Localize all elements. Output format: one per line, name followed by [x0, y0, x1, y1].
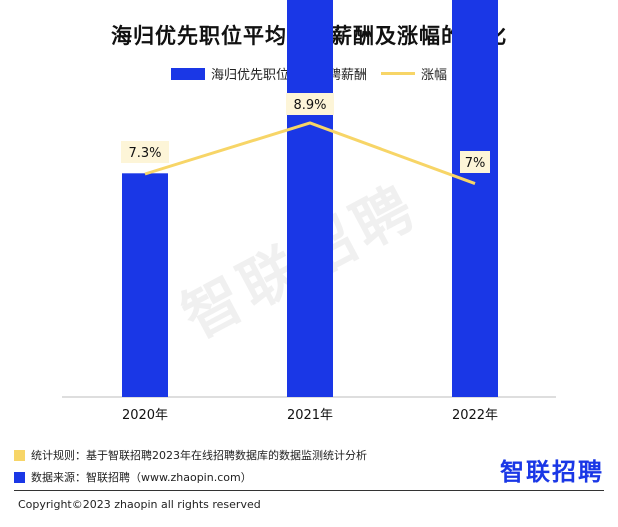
copyright: Copyright©2023 zhaopin all rights reserv…	[18, 498, 261, 511]
x-tick-label: 2022年	[452, 408, 498, 423]
x-tick-label: 2020年	[122, 408, 168, 423]
divider	[14, 490, 604, 491]
brand-logo: 智联招聘	[500, 458, 604, 486]
footnote-method-text: 统计规则：基于智联招聘2023年在线招聘数据库的数据监测统计分析	[31, 449, 367, 462]
legend-swatch-salary	[170, 67, 205, 80]
chart-plot: 1259213719146802020年2021年2022年7.3%8.9%7%	[62, 0, 556, 423]
growth-label-box	[121, 141, 169, 163]
footnote-method-swatch	[14, 449, 25, 461]
footnote-method: 统计规则：基于智联招聘2023年在线招聘数据库的数据监测统计分析	[14, 444, 367, 466]
footnote-source: 数据来源：智联招聘（www.zhaopin.com）	[14, 466, 367, 488]
growth-label: 7.3%	[128, 146, 161, 161]
bar-2020年	[122, 173, 168, 397]
growth-label-box	[460, 151, 490, 173]
growth-label: 8.9%	[293, 98, 326, 113]
growth-label-box	[286, 93, 334, 115]
bar-2021年	[287, 0, 333, 397]
legend-label-growth: 涨幅	[421, 68, 448, 83]
growth-label: 7%	[465, 156, 486, 171]
footnotes: 统计规则：基于智联招聘2023年在线招聘数据库的数据监测统计分析 数据来源：智联…	[14, 444, 367, 488]
x-tick-label: 2021年	[287, 408, 333, 423]
growth-line	[144, 121, 476, 185]
legend-swatch-growth	[381, 72, 415, 75]
bar-2022年	[452, 0, 498, 397]
footnote-source-swatch	[14, 471, 25, 483]
footnote-source-text: 数据来源：智联招聘（www.zhaopin.com）	[31, 471, 252, 484]
